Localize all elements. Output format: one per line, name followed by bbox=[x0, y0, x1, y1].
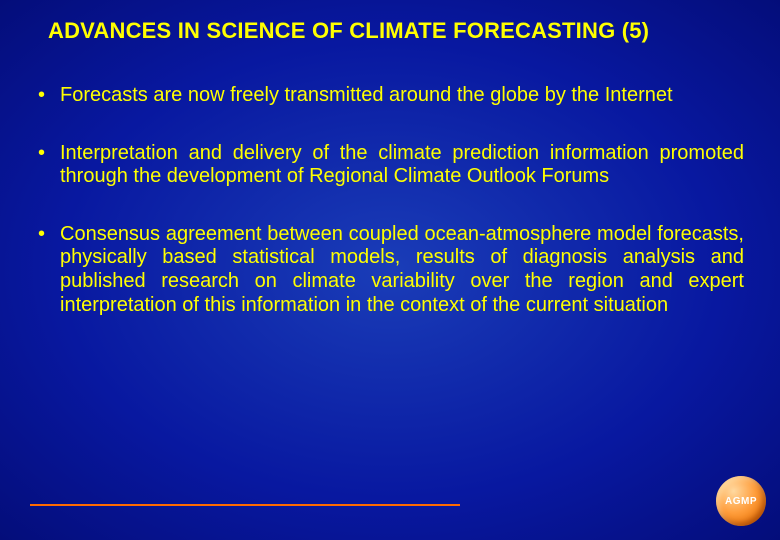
bullet-item: Interpretation and delivery of the clima… bbox=[36, 142, 744, 189]
agmp-badge: AGMP bbox=[716, 476, 766, 526]
bullet-list: Forecasts are now freely transmitted aro… bbox=[36, 84, 744, 317]
divider-rule bbox=[30, 504, 460, 506]
bullet-item: Consensus agreement between coupled ocea… bbox=[36, 223, 744, 317]
bullet-item: Forecasts are now freely transmitted aro… bbox=[36, 84, 744, 108]
slide-title: ADVANCES IN SCIENCE OF CLIMATE FORECASTI… bbox=[48, 18, 744, 44]
slide-container: ADVANCES IN SCIENCE OF CLIMATE FORECASTI… bbox=[0, 0, 780, 540]
badge-label: AGMP bbox=[725, 496, 757, 507]
